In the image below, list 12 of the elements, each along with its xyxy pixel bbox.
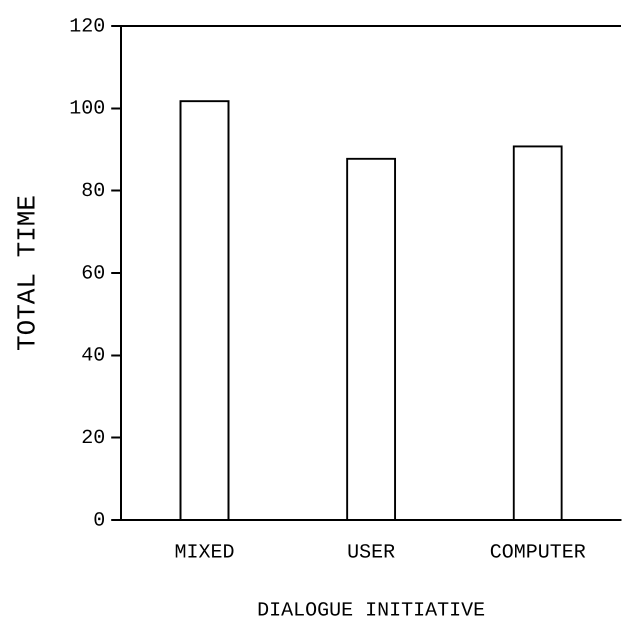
x-axis-title: DIALOGUE INITIATIVE — [257, 599, 486, 622]
y-tick-label: 40 — [81, 344, 106, 368]
y-axis-title: TOTAL TIME — [12, 194, 42, 352]
x-tick-label: USER — [347, 541, 396, 564]
y-tick-label: 60 — [81, 262, 106, 286]
x-tick-label: MIXED — [174, 541, 235, 564]
y-tick-label: 0 — [93, 509, 106, 532]
y-tick-label: 120 — [69, 15, 106, 38]
x-tick-label: COMPUTER — [490, 541, 586, 564]
y-tick-label: 100 — [69, 98, 106, 121]
y-tick-label: 80 — [81, 180, 106, 203]
y-tick-label: 20 — [81, 426, 106, 450]
